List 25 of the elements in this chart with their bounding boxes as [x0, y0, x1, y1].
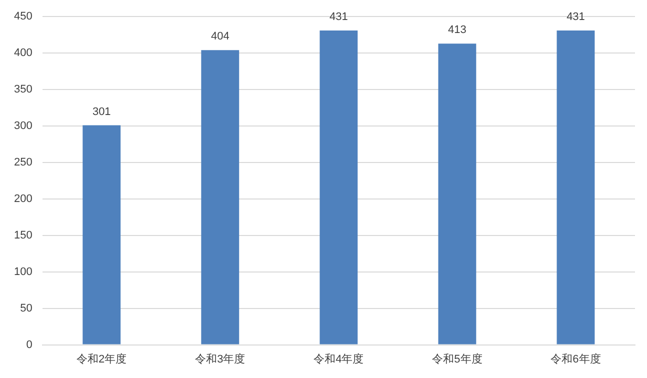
- data-label: 413: [448, 24, 466, 36]
- x-tick-label: 令和2年度: [76, 352, 127, 366]
- y-tick-label: 400: [14, 47, 32, 60]
- data-label: 301: [92, 106, 111, 118]
- bar: [201, 50, 240, 344]
- y-tick-label: 100: [14, 266, 32, 278]
- y-tick-label: 450: [14, 10, 32, 23]
- x-tick-label: 令和4年度: [314, 352, 364, 366]
- data-label: 431: [566, 10, 585, 23]
- bar: [438, 44, 476, 344]
- y-tick-label: 350: [14, 84, 32, 96]
- y-tick-label: 200: [14, 192, 32, 205]
- bar: [320, 30, 358, 344]
- x-tick-label: 令和6年度: [550, 352, 601, 366]
- data-label: 404: [210, 30, 230, 43]
- x-tick-label: 令和5年度: [432, 352, 482, 366]
- data-label: 431: [329, 10, 348, 23]
- bar: [82, 125, 121, 344]
- y-tick-label: 150: [14, 229, 32, 242]
- y-tick-label: 250: [14, 156, 32, 168]
- x-tick-label: 令和3年度: [195, 352, 246, 366]
- bar: [556, 30, 595, 344]
- y-tick-label: 300: [14, 120, 32, 132]
- y-tick-label: 0: [26, 338, 32, 351]
- y-tick-label: 50: [20, 302, 32, 314]
